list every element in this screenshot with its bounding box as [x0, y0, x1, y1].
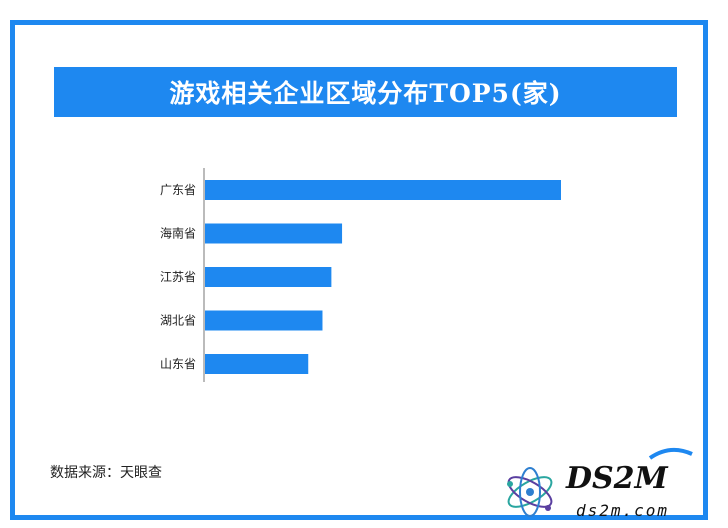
logo-brand-text: DS2M	[565, 461, 669, 496]
category-label: 海南省	[160, 226, 196, 241]
bar	[205, 310, 323, 331]
logo-swoosh	[648, 447, 693, 460]
category-label: 江苏省	[160, 270, 196, 284]
category-label: 湖北省	[160, 313, 196, 328]
chart-title: 游戏相关企业区域分布TOP5(家)	[169, 79, 562, 108]
data-source-note: 数据来源：天眼查	[50, 465, 162, 481]
bar	[205, 267, 332, 287]
title-bar: 游戏相关企业区域分布TOP5(家)	[54, 67, 677, 117]
logo-domain-text: ds2m.com	[576, 501, 669, 520]
ds2m-logo: DS2M ds2m.com	[507, 447, 693, 520]
atom-icon	[507, 467, 553, 517]
category-label: 广东省	[160, 183, 196, 197]
bar	[205, 223, 343, 244]
bar	[205, 354, 309, 374]
category-label: 山东省	[160, 357, 196, 371]
bar	[205, 180, 561, 200]
